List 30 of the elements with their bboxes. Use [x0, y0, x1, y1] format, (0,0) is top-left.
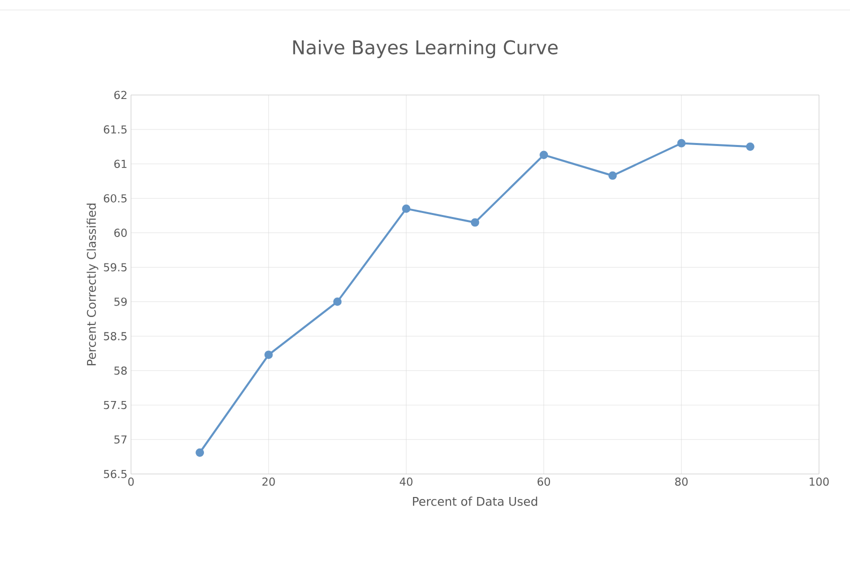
y-tick-label: 61 [114, 160, 126, 168]
y-tick-label: 57.5 [104, 401, 127, 410]
x-tick-label: 20 [262, 478, 275, 486]
point [677, 139, 686, 148]
point [333, 298, 342, 306]
y-tick-label: 57 [114, 435, 127, 444]
x-tick-label: 60 [538, 478, 550, 486]
y-axis-title: Percent Correctly Classified [86, 204, 98, 366]
chart-title: Naive Bayes Learning Curve [293, 40, 558, 58]
point [608, 171, 617, 180]
y-tick-label: 59.5 [104, 263, 127, 272]
y-tick-label: 58.5 [104, 332, 127, 340]
x-axis-title: Percent of Data Used [412, 496, 538, 506]
point [402, 204, 410, 213]
x-tick-label: 40 [400, 478, 412, 486]
point [470, 218, 480, 227]
y-tick-label: 58 [114, 366, 127, 375]
y-tick-label: 60 [114, 228, 127, 237]
y-tick-label: 56.5 [104, 470, 127, 478]
x-tick-label: 0 [128, 478, 134, 486]
point [196, 448, 204, 457]
y-tick-label: 61.5 [104, 125, 127, 134]
y-tick-label: 62 [114, 90, 126, 100]
point [264, 350, 273, 359]
point [540, 150, 548, 160]
y-tick-label: 59 [114, 298, 127, 306]
point [746, 142, 754, 151]
x-tick-label: 100 [810, 478, 829, 486]
x-tick-label: 80 [675, 478, 688, 486]
y-tick-label: 60.5 [104, 194, 127, 202]
